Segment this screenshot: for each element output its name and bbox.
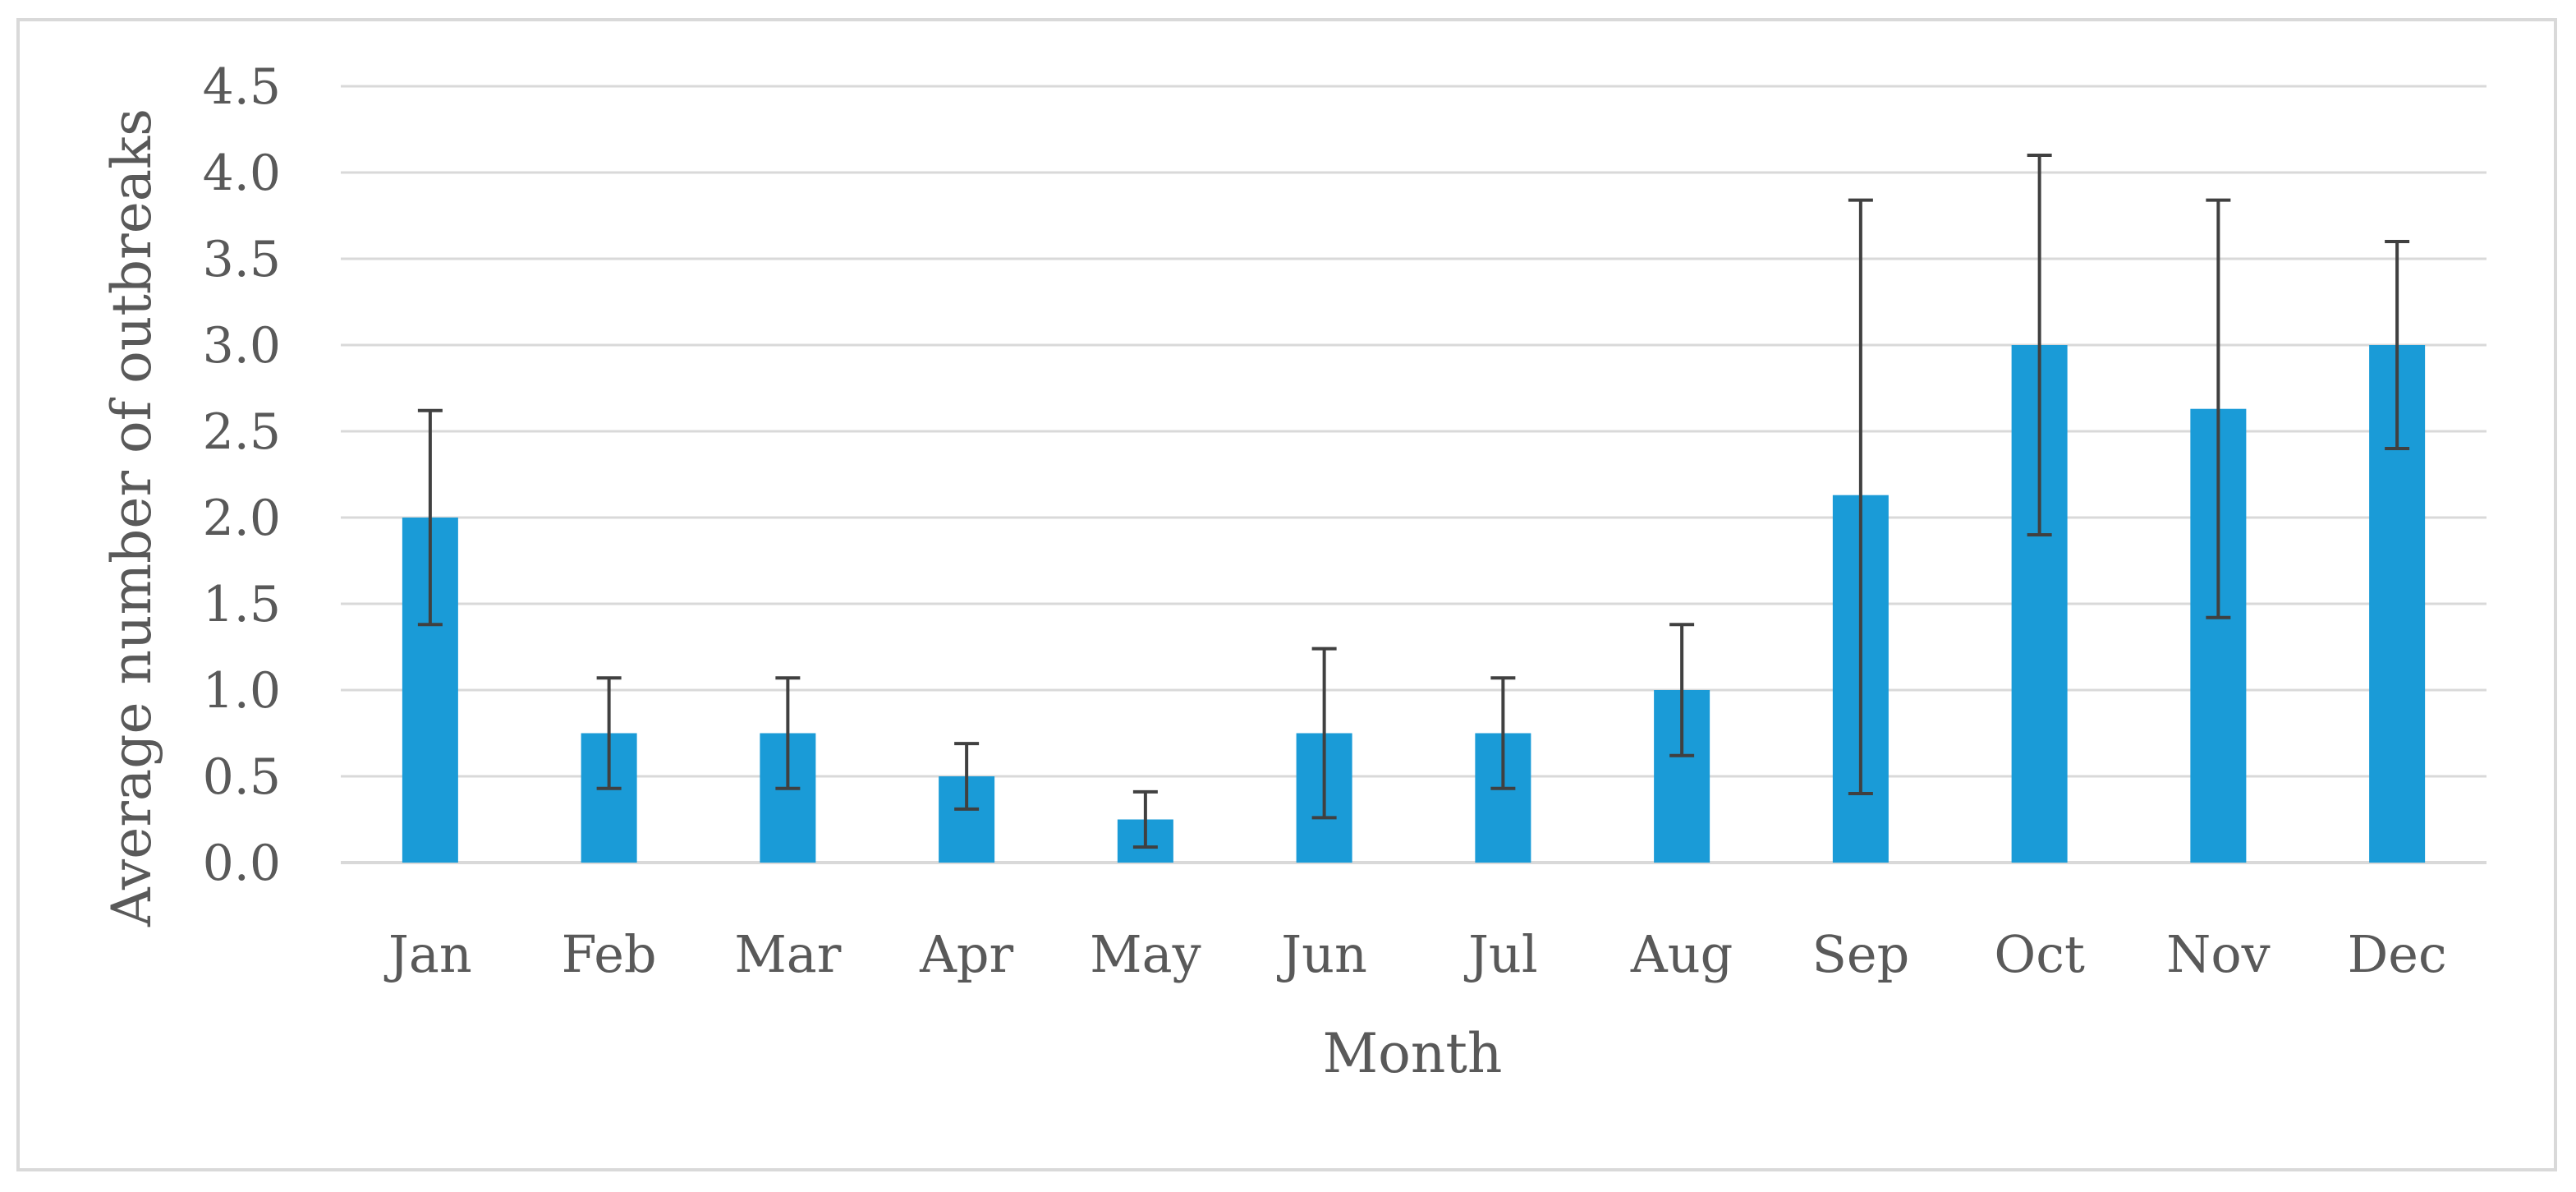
error-bar-oct — [2027, 154, 2052, 536]
x-tick-label: Sep — [1811, 924, 1909, 984]
x-tick-label: Nov — [2166, 924, 2271, 984]
y-tick-label: 3.0 — [203, 317, 281, 375]
x-tick-label: May — [1090, 924, 1201, 984]
y-tick-label: 1.0 — [203, 662, 281, 720]
error-bar-nov — [2206, 198, 2231, 619]
gridlines — [341, 85, 2486, 864]
bars — [402, 345, 2426, 863]
error-bar-may — [1132, 789, 1158, 849]
y-tick-label: 2.0 — [203, 490, 281, 547]
y-tick-label: 0.0 — [203, 835, 281, 892]
x-tick-label: Jan — [383, 924, 472, 984]
x-axis-tick-labels: Jan Feb Mar Apr May Jun Jul Aug Sep Oct Nov Dec — [383, 924, 2447, 984]
x-axis-title: Month — [1323, 1022, 1503, 1085]
x-tick-label: Aug — [1630, 924, 1733, 984]
error-bar-jan — [417, 408, 443, 627]
y-axis-tick-labels: 0.0 0.5 1.0 1.5 2.0 2.5 3.0 3.5 4.0 4.5 — [203, 58, 281, 892]
error-bar-jun — [1311, 647, 1337, 820]
error-bar-dec — [2385, 240, 2410, 450]
error-bar-feb — [596, 676, 622, 790]
error-bars — [417, 154, 2410, 849]
y-tick-label: 1.5 — [203, 576, 281, 633]
x-tick-label: Apr — [919, 924, 1013, 984]
error-bar-mar — [775, 676, 801, 790]
error-bar-jul — [1490, 676, 1516, 790]
y-tick-label: 4.0 — [203, 145, 281, 202]
error-bar-aug — [1669, 623, 1695, 757]
y-tick-label: 4.5 — [203, 58, 281, 116]
y-tick-label: 3.5 — [203, 231, 281, 288]
x-tick-label: Mar — [734, 924, 841, 984]
x-tick-label: Feb — [562, 924, 657, 984]
x-tick-label: Dec — [2348, 924, 2447, 984]
error-bar-sep — [1848, 198, 1873, 795]
y-tick-label: 0.5 — [203, 748, 281, 806]
x-tick-label: Jul — [1463, 924, 1538, 984]
y-tick-label: 2.5 — [203, 403, 281, 461]
y-axis-title: Average number of outbreaks — [100, 108, 163, 927]
x-tick-label: Oct — [1994, 924, 2085, 984]
x-tick-label: Jun — [1276, 924, 1367, 984]
error-bar-apr — [954, 742, 980, 811]
